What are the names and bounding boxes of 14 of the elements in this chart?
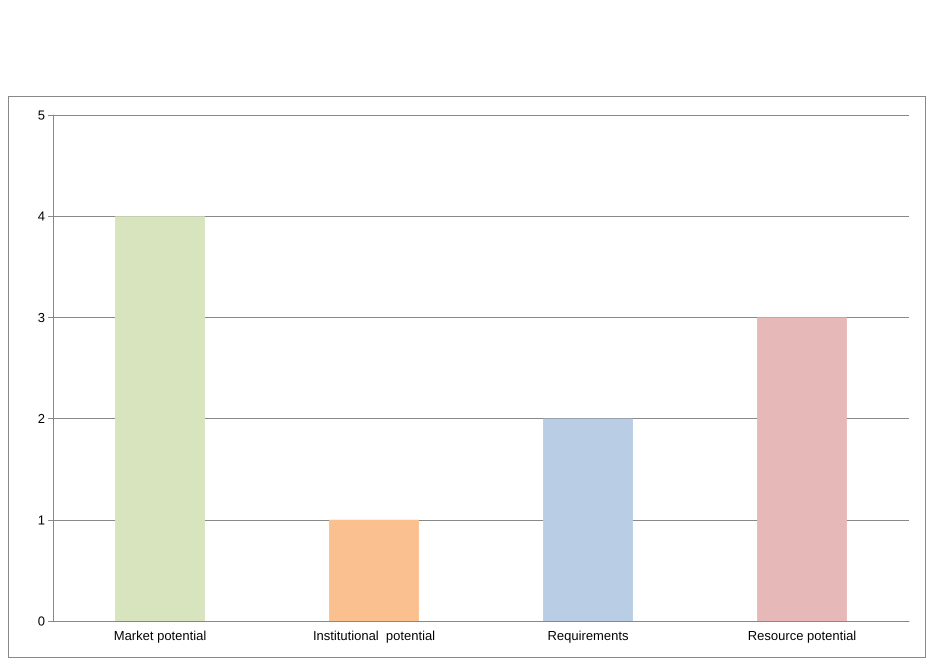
y-tick-label: 3: [38, 310, 45, 325]
bar: [115, 216, 205, 621]
bar: [543, 418, 633, 621]
x-tick-label: Institutional potential: [312, 628, 436, 643]
x-tick-label: Resource potential: [748, 628, 856, 643]
y-tick-label: 1: [38, 512, 45, 528]
y-tick-label: 0: [38, 614, 45, 628]
x-tick-label: Requirements: [548, 628, 629, 643]
y-tick-label: 2: [38, 411, 45, 426]
y-tick-label: 5: [38, 108, 45, 122]
bar: [757, 317, 847, 621]
y-tick-label: 4: [38, 208, 45, 224]
bar: [329, 520, 419, 621]
x-tick-label: Market potential: [114, 628, 206, 643]
